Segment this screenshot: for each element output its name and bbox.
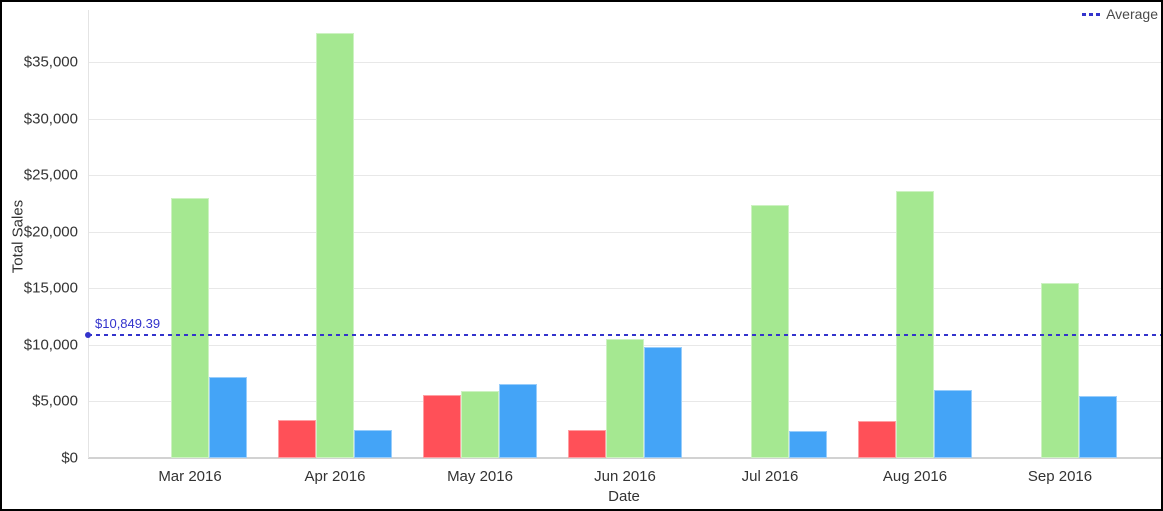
- bar-blue-series-jul-2016[interactable]: [789, 430, 827, 458]
- bar-blue-series-mar-2016[interactable]: [209, 376, 247, 458]
- x-tick-label-jul-2016: Jul 2016: [741, 468, 799, 485]
- gridline-35000: [88, 62, 1161, 63]
- bar-red-series-aug-2016[interactable]: [858, 420, 896, 458]
- y-tick-label: $10,000: [23, 336, 78, 354]
- y-axis-title: Total Sales: [9, 199, 27, 274]
- gridline-25000: [88, 175, 1161, 177]
- x-tick-label-jun-2016: Jun 2016: [594, 468, 656, 485]
- x-axis-title: Date: [608, 488, 640, 505]
- bar-blue-series-jun-2016[interactable]: [644, 347, 682, 458]
- y-tick-label: $0: [61, 449, 78, 467]
- legend-average-label: Average: [1106, 6, 1158, 22]
- x-tick-label-may-2016: May 2016: [447, 468, 513, 485]
- y-tick-label: $25,000: [23, 166, 78, 184]
- bar-blue-series-apr-2016[interactable]: [354, 429, 392, 458]
- average-line-dot: [85, 332, 91, 339]
- y-tick-label: $5,000: [32, 392, 78, 410]
- bar-green-series-aug-2016[interactable]: [896, 190, 934, 458]
- y-tick-label: $35,000: [23, 53, 78, 71]
- gridline-0: [88, 457, 1161, 459]
- gridline-20000: [88, 231, 1161, 233]
- y-tick-label: $15,000: [23, 279, 78, 297]
- bar-green-series-may-2016[interactable]: [461, 391, 499, 458]
- x-tick-label-apr-2016: Apr 2016: [304, 468, 366, 485]
- bar-green-series-apr-2016[interactable]: [316, 32, 354, 458]
- dashed-line-icon: [1082, 12, 1101, 16]
- bar-green-series-jun-2016[interactable]: [606, 339, 644, 458]
- y-tick-label: $20,000: [23, 223, 78, 241]
- legend-average[interactable]: Average: [1082, 6, 1158, 22]
- bar-green-series-jul-2016[interactable]: [751, 204, 789, 458]
- x-tick-label-mar-2016: Mar 2016: [158, 468, 222, 485]
- bar-red-series-jun-2016[interactable]: [568, 429, 606, 458]
- x-tick-label-sep-2016: Sep 2016: [1027, 468, 1093, 485]
- average-line: [88, 334, 1161, 337]
- x-tick-label-aug-2016: Aug 2016: [882, 468, 948, 485]
- bar-green-series-sep-2016[interactable]: [1041, 282, 1079, 458]
- average-value-label: $10,849.39: [95, 316, 161, 332]
- bar-green-series-mar-2016[interactable]: [171, 197, 209, 458]
- bar-blue-series-sep-2016[interactable]: [1079, 395, 1117, 458]
- gridline-15000: [88, 288, 1161, 290]
- y-tick-label: $30,000: [23, 110, 78, 128]
- bar-blue-series-aug-2016[interactable]: [934, 390, 972, 458]
- bar-red-series-may-2016[interactable]: [423, 394, 461, 458]
- bar-red-series-apr-2016[interactable]: [278, 419, 316, 458]
- y-axis-line: [88, 10, 89, 458]
- gridline-30000: [88, 118, 1161, 120]
- bar-blue-series-may-2016[interactable]: [499, 384, 537, 458]
